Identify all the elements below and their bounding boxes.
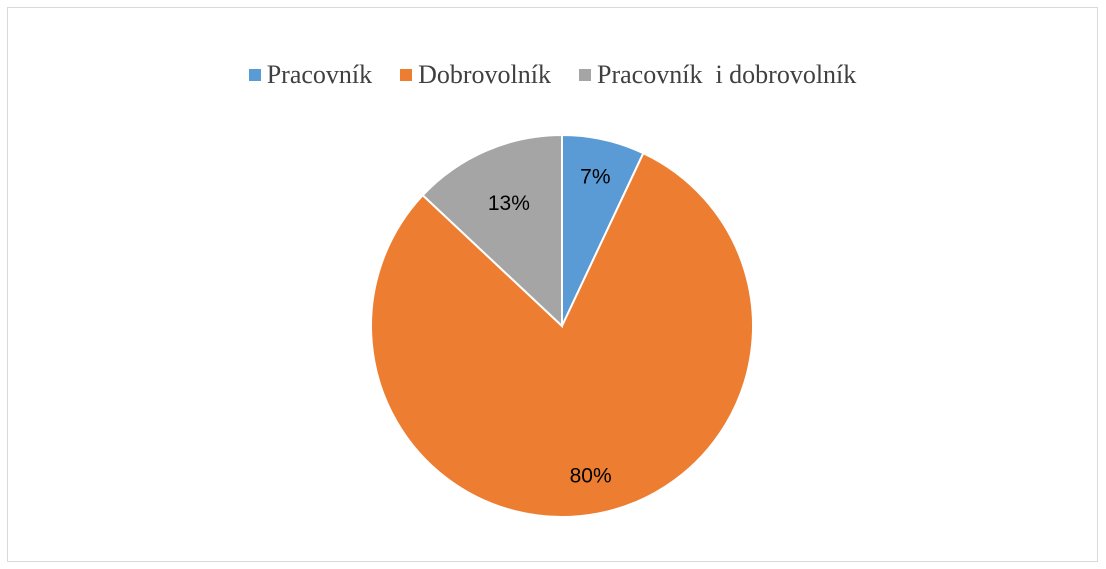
legend-item-dobrovolnik: Dobrovolník	[400, 60, 551, 90]
data-label-pracovnik-i-dobrovolnik: 13%	[488, 192, 530, 215]
data-label-dobrovolnik: 80%	[570, 465, 612, 488]
legend-label-pracovnik: Pracovník	[266, 60, 373, 89]
legend-swatch-pracovnik-i-dobrovolnik	[579, 69, 592, 81]
legend-swatch-pracovnik	[248, 69, 261, 81]
pie-slice-dobrovolnik	[370, 151, 754, 518]
data-label-pracovnik: 7%	[580, 165, 610, 188]
legend-swatch-dobrovolnik	[400, 69, 413, 81]
legend: Pracovník Dobrovolník Pracovník i dobrov…	[8, 58, 1097, 92]
pie-slice-pracovnik-i-dobrovolnik	[421, 133, 563, 329]
legend-label-pracovnik-i-dobrovolnik: Pracovník i dobrovolník	[597, 60, 857, 89]
legend-item-pracovnik: Pracovník	[248, 60, 373, 90]
legend-label-dobrovolnik: Dobrovolník	[418, 60, 552, 89]
legend-item-pracovnik-i-dobrovolnik: Pracovník i dobrovolník	[579, 60, 856, 90]
